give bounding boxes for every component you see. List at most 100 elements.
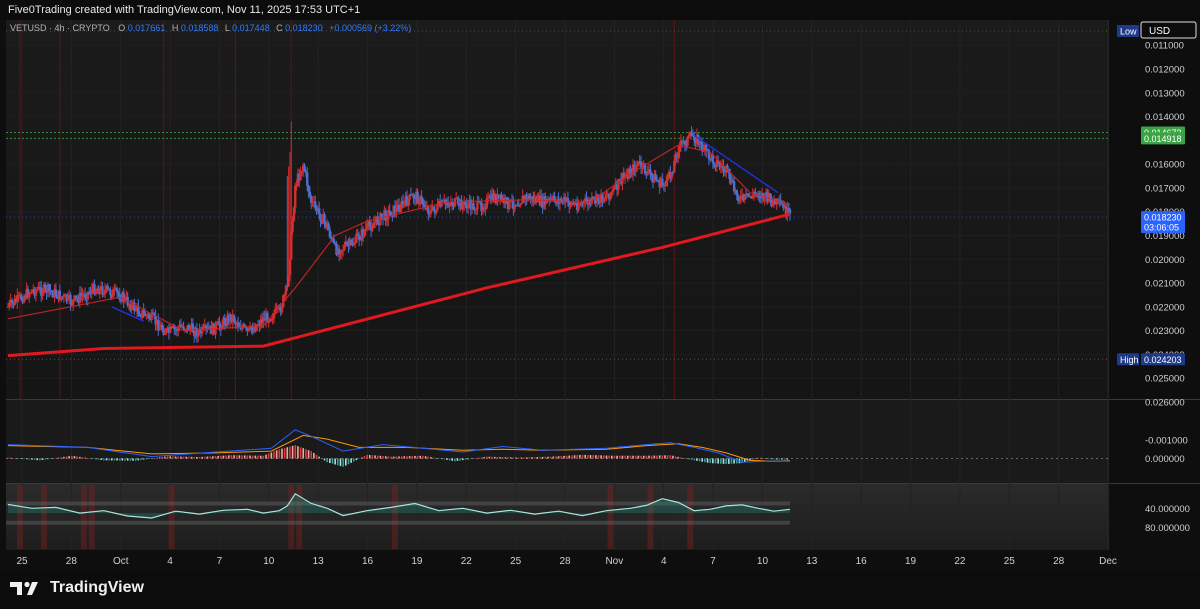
candle-body xyxy=(470,202,474,210)
macd-histogram-bar xyxy=(65,456,68,459)
candle-body xyxy=(206,327,209,329)
candle-body xyxy=(405,196,409,206)
candle-body xyxy=(525,195,528,200)
macd-histogram-bar xyxy=(132,458,134,461)
candle-body xyxy=(553,196,556,201)
candle-body xyxy=(687,134,691,137)
candle-body xyxy=(361,229,365,237)
macd-histogram-bar xyxy=(49,458,52,459)
candle-body xyxy=(250,325,253,330)
x-tick-label: 22 xyxy=(461,556,473,567)
candle-body xyxy=(614,182,617,189)
svg-text:VETUSD · 4h · CRYPTO O: VETUSD · 4h · CRYPTO O 0.017661 H 0.0185… xyxy=(10,23,411,33)
candle-body xyxy=(634,166,637,173)
candle-body xyxy=(38,287,42,289)
candle-body xyxy=(770,197,773,206)
oscillator-y-tick-label: 80.000000 xyxy=(1145,523,1190,534)
candle-body xyxy=(20,294,23,300)
candle-body xyxy=(302,165,305,171)
candle-body xyxy=(602,198,606,203)
price-label-text: 0.018230 xyxy=(1144,213,1182,223)
macd-histogram-bar xyxy=(172,456,174,459)
macd-histogram-bar xyxy=(39,458,41,461)
macd-histogram-bar xyxy=(762,458,765,459)
candle-body xyxy=(698,141,701,145)
candle-body xyxy=(689,132,692,135)
macd-histogram-bar xyxy=(464,458,467,460)
candle-body xyxy=(335,244,338,255)
macd-histogram-bar xyxy=(592,455,594,459)
macd-histogram-bar xyxy=(648,455,650,459)
candle-body xyxy=(343,245,346,250)
candle-body xyxy=(740,195,744,197)
candle-body xyxy=(63,294,67,296)
candle-body xyxy=(299,173,302,180)
currency-label[interactable]: USD xyxy=(1140,21,1197,39)
candle-body xyxy=(190,323,193,329)
candle-body xyxy=(678,145,681,152)
legend-open-value: 0.017661 xyxy=(128,23,166,33)
candle-body xyxy=(161,324,164,330)
candle-body xyxy=(166,327,169,329)
y-tick-label: 0.016000 xyxy=(1145,160,1185,171)
candle-body xyxy=(566,197,570,202)
legend-close-label: C xyxy=(276,23,283,33)
candle-body xyxy=(485,198,488,209)
candle-body xyxy=(298,173,301,180)
macd-histogram-bar xyxy=(767,458,770,459)
macd-histogram-bar xyxy=(507,457,509,459)
candle-body xyxy=(520,203,523,205)
candle-body xyxy=(59,296,63,301)
macd-histogram-bar xyxy=(55,458,57,459)
candle-body xyxy=(649,169,652,173)
candle-body xyxy=(364,228,367,231)
candle-body xyxy=(595,194,599,204)
macd-histogram-bar xyxy=(217,455,219,459)
x-tick-label: 28 xyxy=(559,556,571,567)
candle-body xyxy=(393,205,397,213)
price-pane[interactable] xyxy=(6,20,1108,399)
candle-body xyxy=(244,327,248,329)
candle-body xyxy=(718,162,721,168)
macd-histogram-bar xyxy=(783,458,786,460)
candle-body xyxy=(476,201,479,210)
candle-body xyxy=(300,170,304,174)
macd-histogram-bar xyxy=(403,456,406,459)
macd-histogram-bar xyxy=(632,455,634,459)
moving-averages xyxy=(7,144,791,358)
tradingview-logo[interactable]: TradingView xyxy=(8,578,144,598)
candle-body xyxy=(562,197,566,203)
candle-body xyxy=(54,289,58,297)
candle-body xyxy=(714,165,717,167)
macd-histogram-bar xyxy=(664,455,666,459)
candle-body xyxy=(32,289,35,291)
candle-body xyxy=(417,203,421,205)
candle-body xyxy=(570,202,574,206)
macd-histogram-bar xyxy=(145,458,148,460)
macd-histogram-bar xyxy=(501,457,504,459)
macd-histogram-bar xyxy=(358,458,360,459)
chart-canvas[interactable]: 0.011000 0.012000 0.013000 0.014000 0.016000… xyxy=(0,20,1200,570)
macd-histogram-bar xyxy=(209,456,211,459)
candle-body xyxy=(303,165,306,172)
candle-body xyxy=(247,327,250,332)
x-tick-label: 10 xyxy=(757,556,769,567)
candle-body xyxy=(420,196,423,200)
macd-histogram-bar xyxy=(326,458,328,463)
candle-body xyxy=(311,201,314,203)
macd-histogram-bar xyxy=(97,458,100,460)
macd-histogram-bar xyxy=(289,446,291,459)
candle-body xyxy=(98,287,101,295)
oscillator-pane[interactable] xyxy=(6,484,1108,550)
candle-body xyxy=(637,161,640,166)
macd-histogram-bar xyxy=(637,455,640,459)
candle-body xyxy=(516,204,519,206)
macd-histogram-bar xyxy=(9,457,12,459)
macd-histogram-bar xyxy=(666,455,669,459)
candle-body xyxy=(478,201,482,203)
candle-body xyxy=(143,312,147,317)
macd-histogram-bar xyxy=(581,454,584,459)
macd-pane[interactable] xyxy=(6,400,1108,483)
candle-body xyxy=(590,196,594,204)
candle-body xyxy=(315,206,318,212)
